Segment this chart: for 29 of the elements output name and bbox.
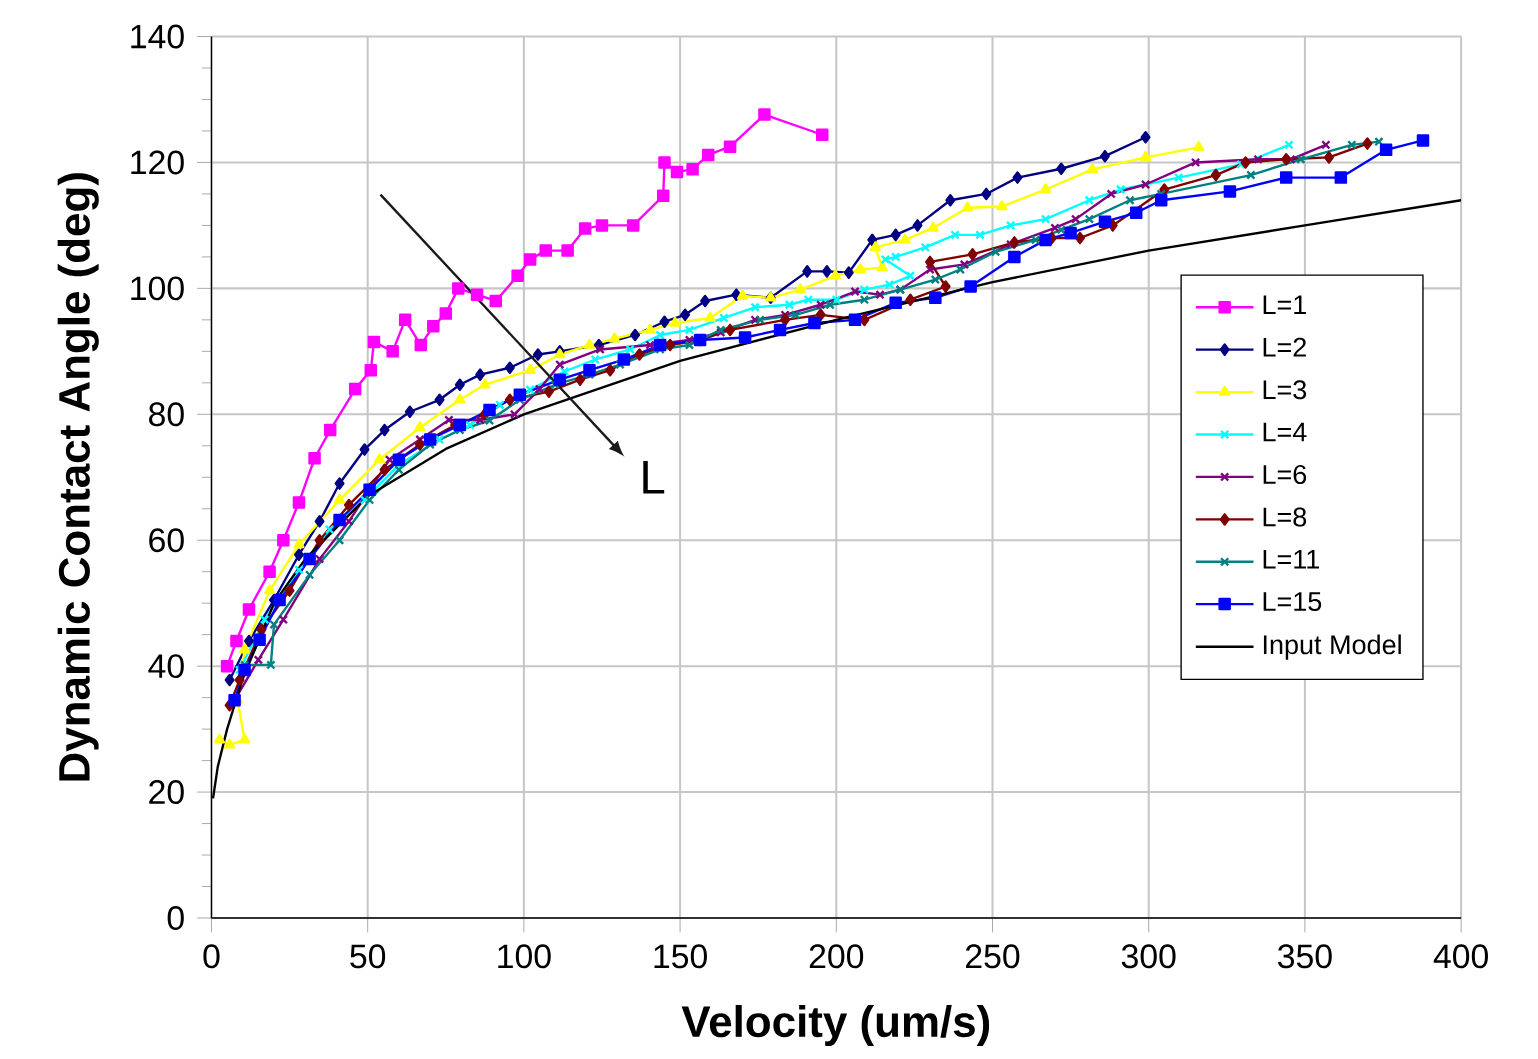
legend-label: L=11 (1263, 549, 1320, 569)
y-axis-title: Dynamic Contact Angle (deg) (57, 173, 99, 781)
y-tick-label: 20 (149, 779, 184, 804)
y-tick-label: 140 (131, 24, 184, 49)
legend-label: L=3 (1263, 380, 1307, 400)
legend-label: L=1 (1263, 295, 1306, 314)
y-tick-label: 40 (148, 654, 184, 678)
y-tick-label: 0 (167, 905, 184, 930)
x-tick-label: 200 (809, 944, 864, 969)
x-tick-label: 250 (966, 944, 1020, 969)
legend-label: L=4 (1263, 422, 1307, 442)
legend-label: L=2 (1263, 337, 1306, 357)
y-tick-label: 120 (131, 150, 184, 175)
legend-label: L=8 (1263, 507, 1307, 527)
y-tick-label: 80 (149, 402, 184, 427)
x-tick-label: 0 (203, 944, 220, 969)
annotation: L (643, 460, 665, 494)
y-tick-label: 100 (131, 276, 184, 301)
y-tick-label: 60 (149, 528, 184, 553)
x-tick-label: 150 (654, 944, 707, 969)
x-tick-label: 300 (1121, 944, 1176, 969)
legend-label: L=6 (1263, 464, 1307, 484)
legend-label: L=15 (1263, 592, 1322, 611)
legend-label: Input Model (1263, 634, 1401, 660)
x-axis-title: Velocity (um/s) (681, 1004, 990, 1046)
x-tick-label: 350 (1278, 944, 1332, 969)
x-tick-label: 100 (498, 944, 551, 969)
x-tick-label: 400 (1433, 944, 1488, 969)
x-tick-label: 50 (350, 944, 386, 969)
